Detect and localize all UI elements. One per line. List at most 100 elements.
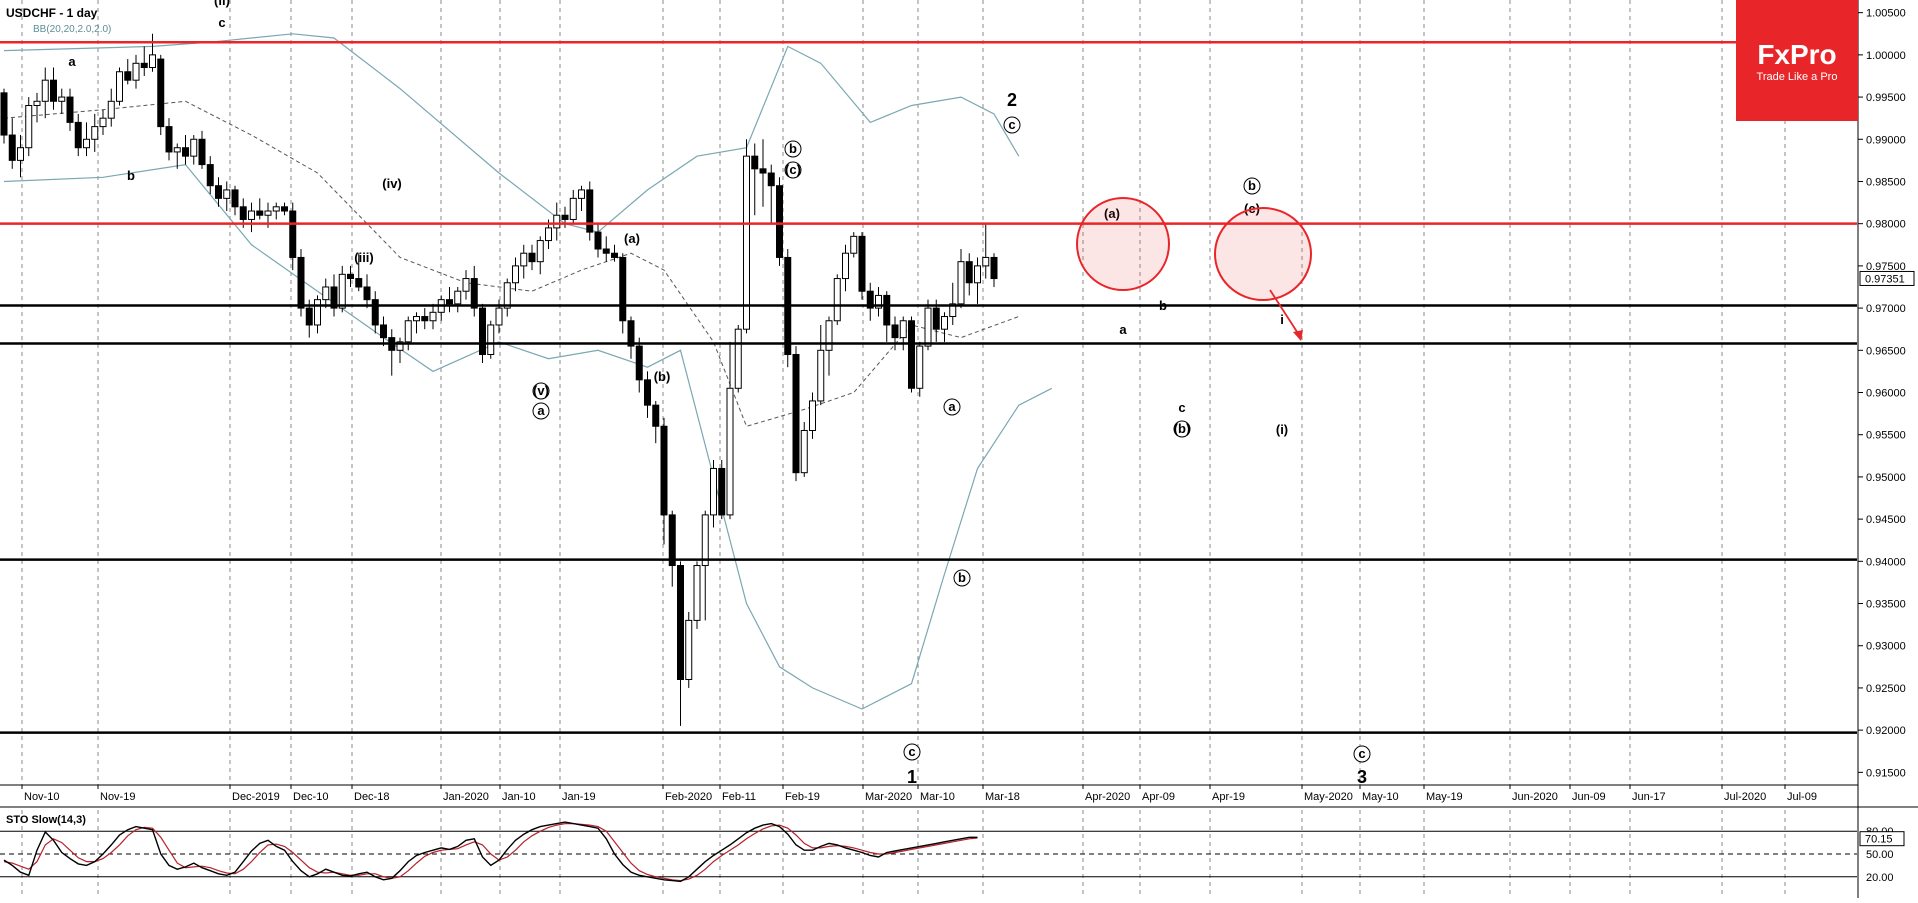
candle-body: [363, 286, 371, 301]
wave-label: (b): [1174, 421, 1191, 436]
wave-label: (v): [533, 383, 549, 398]
date-tick-label: Jun-2020: [1512, 791, 1558, 803]
candle-body: [512, 265, 519, 284]
candle-body: [322, 286, 330, 301]
wave-label-circle: [532, 402, 550, 420]
sto-current-box: [1859, 831, 1905, 847]
wave-label-circle: [953, 569, 971, 587]
sto-indicator-label: STO Slow(14,3): [6, 814, 86, 826]
candle-body: [413, 316, 420, 322]
wave-label: 3: [1357, 767, 1367, 787]
sto-tick-label: 50.00: [1866, 849, 1894, 861]
candle-body: [858, 235, 866, 292]
candle-body: [710, 467, 717, 516]
sto-tick-label: 20.00: [1866, 872, 1894, 884]
candle-body: [487, 324, 495, 356]
wave-label: 2: [1007, 90, 1017, 110]
candle-body: [190, 138, 198, 157]
date-tick-label: Jul-2020: [1724, 791, 1766, 803]
candle-body: [800, 429, 808, 474]
candle-body: [404, 320, 412, 343]
wave-label-circle: [903, 743, 921, 761]
candle-body: [289, 210, 297, 258]
candle-body: [767, 172, 775, 187]
candle-body: [74, 121, 82, 149]
candle-body: [974, 265, 981, 284]
date-tick-label: Apr-2020: [1085, 791, 1130, 803]
symbol-label: USDCHF - 1 day: [6, 6, 98, 20]
wave-label: b: [958, 570, 966, 585]
candle-body: [454, 290, 462, 305]
date-tick-label: Apr-19: [1212, 791, 1245, 803]
fxpro-logo[interactable]: FxPro Trade Like a Pro: [1736, 0, 1858, 121]
candle-body: [99, 117, 107, 128]
candle-body: [124, 71, 132, 81]
current-price-box: [1859, 270, 1915, 286]
candle-body: [965, 261, 973, 284]
wave-label: (b): [654, 369, 671, 384]
bollinger-middle-line: [3, 100, 1019, 427]
candle-body: [182, 147, 189, 157]
candle-body: [116, 71, 123, 102]
wave-label: b: [1159, 298, 1167, 313]
candle-body: [83, 138, 90, 149]
candle-body: [809, 400, 816, 431]
price-tick-label: 0.93500: [1866, 599, 1906, 611]
candle-body: [899, 320, 907, 339]
wave-label: a: [1119, 322, 1127, 337]
candle-body: [652, 404, 660, 427]
date-tick-label: Jul-09: [1787, 791, 1817, 803]
date-tick-label: May-19: [1426, 791, 1463, 803]
wave-label-circle: [1173, 420, 1191, 438]
candle-body: [759, 168, 767, 174]
candle-body: [223, 189, 231, 199]
date-tick-label: Jan-19: [562, 791, 596, 803]
candle-body: [149, 54, 156, 69]
wave-label: c: [1178, 400, 1185, 415]
candle-body: [644, 379, 651, 406]
candle-body: [272, 206, 280, 212]
candle-body: [866, 290, 874, 309]
price-tick-label: 1.00500: [1866, 8, 1906, 20]
bb-indicator-label: BB(20,20,2.0,2.0): [33, 24, 111, 35]
wave-label: b: [1248, 178, 1256, 193]
candle-body: [941, 316, 948, 330]
candle-body: [132, 62, 140, 81]
candle-body: [916, 345, 924, 389]
candle-body: [446, 299, 453, 305]
candle-body: [479, 307, 486, 356]
wave-label-circle: [1353, 745, 1371, 763]
candle-body: [842, 252, 849, 280]
candle-body: [33, 100, 41, 107]
candle-body: [635, 345, 643, 381]
price-tick-label: 0.99500: [1866, 92, 1906, 104]
candle-body: [17, 147, 24, 161]
sto-main-line: [3, 821, 978, 883]
candle-body: [677, 565, 684, 680]
candle-body: [718, 467, 726, 516]
projection-arrow-line: [1269, 289, 1302, 339]
candle-body: [776, 185, 783, 258]
wave-label: a: [948, 399, 956, 414]
candle-body: [198, 138, 206, 166]
price-tick-label: 0.99000: [1866, 134, 1906, 146]
candle-body: [668, 514, 676, 567]
candle-body: [982, 256, 990, 267]
candle-body: [248, 210, 255, 220]
wave-label: (c): [785, 162, 801, 177]
date-tick-label: May-10: [1362, 791, 1399, 803]
price-tick-label: 0.97000: [1866, 303, 1906, 315]
candle-body: [990, 256, 998, 280]
candle-body: [536, 240, 544, 263]
candle-body: [165, 126, 173, 153]
candle-body: [173, 147, 181, 153]
candle-body: [561, 214, 569, 220]
price-tick-label: 0.96500: [1866, 345, 1906, 357]
wave-label: 1: [907, 767, 917, 787]
candle-body: [50, 79, 57, 102]
candle-body: [25, 105, 33, 149]
price-tick-label: 0.92500: [1866, 683, 1906, 695]
sto-current-label: 70.15: [1865, 834, 1893, 846]
